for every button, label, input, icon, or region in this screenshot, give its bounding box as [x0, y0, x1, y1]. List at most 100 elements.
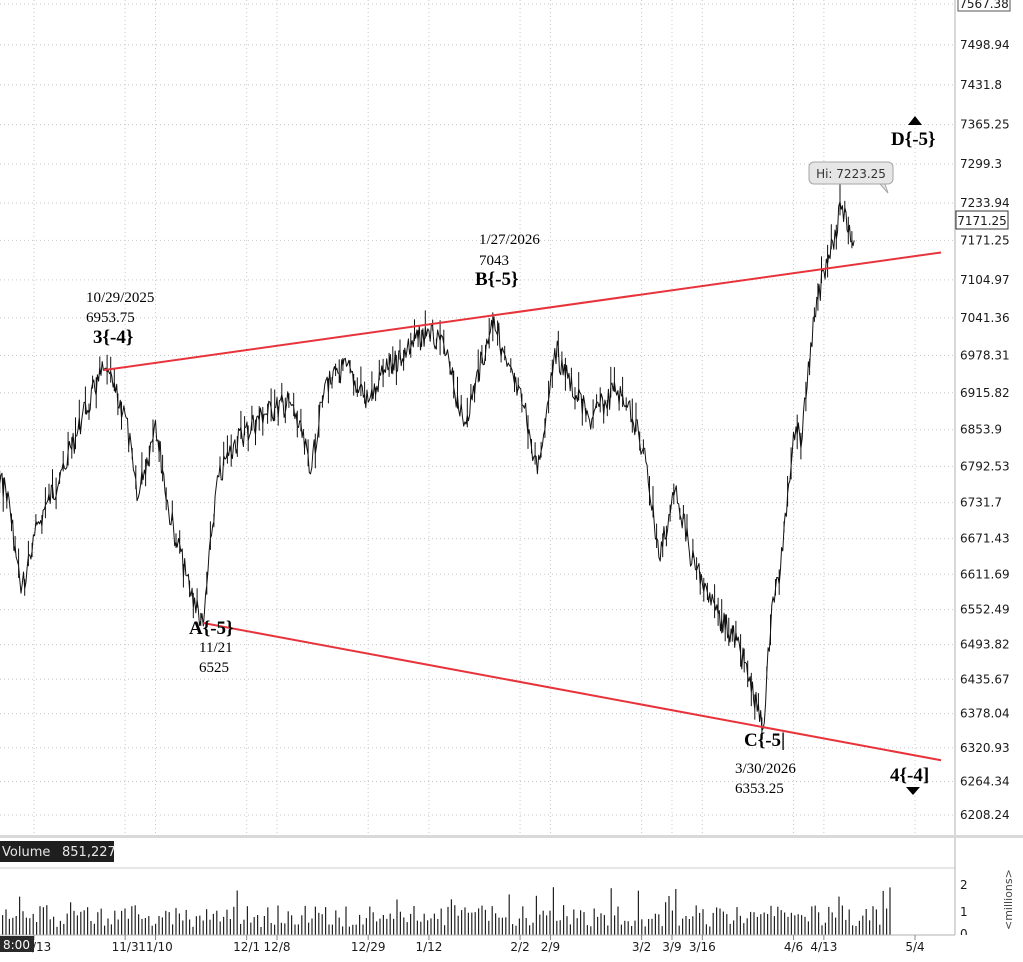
volume-bar [444, 925, 446, 935]
volume-bar [852, 925, 854, 935]
volume-bars [2, 887, 891, 935]
volume-bar [172, 924, 174, 935]
volume-bar [151, 925, 153, 935]
volume-bar [267, 907, 269, 935]
volume-bar [291, 915, 293, 935]
volume-bar [488, 920, 490, 935]
time-axis-left-label: 8:00 [3, 938, 30, 952]
volume-bar [716, 907, 718, 935]
volume-bar [90, 921, 92, 935]
volume-bar [556, 920, 558, 935]
volume-bar [127, 918, 129, 935]
volume-bar [76, 915, 78, 935]
volume-bar [124, 908, 126, 935]
volume-bar [760, 914, 762, 935]
volume-bar [498, 917, 500, 935]
volume-bar [284, 923, 286, 935]
volume-bar [692, 916, 694, 935]
volume-bar [780, 910, 782, 935]
volume-bar [763, 912, 765, 935]
time-tick-label: 5/4 [905, 940, 924, 954]
volume-bar [216, 910, 218, 935]
volume-bar [824, 922, 826, 935]
volume-unit-label: <millions> [1002, 869, 1015, 930]
time-axis: 10/1311/311/1012/112/812/291/122/22/93/2… [0, 934, 1023, 962]
volume-panel: Volume 851,227 2 1 0 <millions> [0, 835, 1023, 941]
volume-bar [450, 899, 452, 935]
volume-bar [206, 909, 208, 935]
volume-bar [382, 915, 384, 935]
price-tick-label: 7104.97 [960, 273, 1010, 287]
volume-bar [53, 916, 55, 935]
volume-bar [59, 920, 61, 935]
volume-bar [406, 922, 408, 935]
volume-bar [423, 913, 425, 935]
volume-bar [549, 910, 551, 935]
volume-bar [447, 906, 449, 935]
volume-bar [746, 918, 748, 935]
volume-bar [301, 915, 303, 935]
volume-bar [134, 905, 136, 935]
volume-bar [396, 899, 398, 935]
volume-bar [325, 907, 327, 935]
volume-bar [19, 896, 21, 935]
volume-bar [546, 915, 548, 935]
volume-bar [532, 922, 534, 935]
price-tick-label: 6611.69 [960, 567, 1010, 581]
volume-bar [756, 916, 758, 935]
volume-bar [46, 905, 48, 935]
time-tick-label: 11/3 [112, 940, 139, 954]
volume-bar [100, 908, 102, 935]
volume-bar [597, 916, 599, 935]
volume-tick-0: 0 [960, 927, 968, 941]
volume-bar [651, 918, 653, 935]
volume-bar [243, 919, 245, 935]
volume-bar [189, 919, 191, 935]
volume-bar [209, 919, 211, 935]
volume-bar [552, 887, 554, 935]
volume-bar [889, 887, 891, 935]
price-tick-label: 6493.82 [960, 638, 1010, 652]
volume-bar [42, 907, 44, 935]
volume-bar [335, 910, 337, 935]
volume-bar [321, 914, 323, 935]
volume-bar [668, 896, 670, 935]
time-tick-label: 12/8 [264, 940, 291, 954]
volume-bar [855, 926, 857, 935]
volume-bar [461, 910, 463, 935]
volume-bar [671, 910, 673, 935]
volume-bar [525, 918, 527, 935]
volume-bar [32, 913, 34, 935]
volume-bar [338, 917, 340, 935]
volume-bar [886, 908, 888, 935]
volume-bar [66, 913, 68, 935]
volume-bar [712, 912, 714, 935]
volume-bar [430, 918, 432, 935]
volume-bar [576, 918, 578, 935]
volume-bar [869, 920, 871, 935]
volume-bar [872, 906, 874, 935]
volume-bar [39, 906, 41, 935]
price-tick-label: 6435.67 [960, 672, 1010, 686]
volume-bar [583, 912, 585, 935]
volume-bar [875, 909, 877, 935]
volume-bar [835, 917, 837, 935]
volume-bar [478, 908, 480, 935]
volume-bar [590, 926, 592, 935]
volume-bar [369, 906, 371, 935]
volume-bar [355, 924, 357, 935]
volume-bar [743, 923, 745, 935]
volume-bar [144, 918, 146, 935]
volume-bar [695, 905, 697, 935]
volume-bar [814, 905, 816, 935]
top-price-box [957, 0, 1011, 12]
volume-bar [828, 906, 830, 935]
price-tick-label: 6792.53 [960, 459, 1010, 473]
volume-bar [165, 910, 167, 935]
volume-bar [848, 909, 850, 935]
volume-bar [508, 894, 510, 935]
volume-bar [365, 918, 367, 935]
volume-bar [634, 920, 636, 935]
volume-bar [648, 919, 650, 935]
